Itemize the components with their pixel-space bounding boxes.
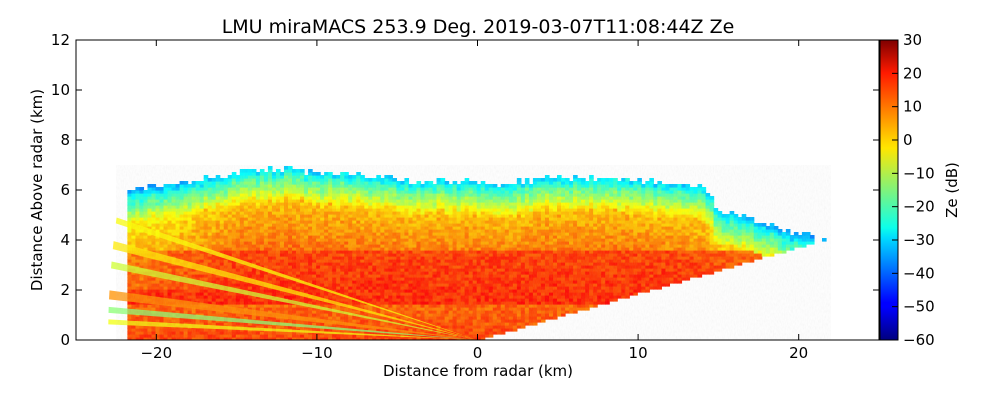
radar-echo [108, 165, 831, 340]
x-tick-label: 0 [473, 344, 483, 362]
colorbar-tick-label: −50 [903, 298, 935, 316]
colorbar-tick-label: 30 [903, 31, 922, 49]
colorbar-label: Ze (dB) [943, 162, 961, 218]
colorbar-tick-label: −30 [903, 231, 935, 249]
y-tick-label: 4 [60, 231, 70, 249]
y-tick-label: 0 [60, 331, 70, 349]
x-tick-label: −10 [301, 344, 333, 362]
x-tick-label: 20 [789, 344, 808, 362]
y-tick-label: 8 [60, 131, 70, 149]
y-tick-label: 10 [51, 81, 70, 99]
y-tick-label: 2 [60, 281, 70, 299]
chart-title: LMU miraMACS 253.9 Deg. 2019-03-07T11:08… [222, 16, 735, 38]
colorbar-tick-label: 10 [903, 98, 922, 116]
x-axis-ticks: −20 −10 0 10 20 [140, 40, 808, 362]
colorbar-tick-label: 0 [903, 131, 913, 149]
colorbar: 30 20 10 0 −10 −20 −30 −40 −50 −60 Ze (dB) [879, 31, 961, 349]
x-tick-label: 10 [629, 344, 648, 362]
x-axis-label: Distance from radar (km) [383, 362, 573, 380]
y-tick-label: 12 [51, 31, 70, 49]
colorbar-gradient [879, 39, 899, 341]
colorbar-tick-label: 20 [903, 64, 922, 82]
y-tick-label: 6 [60, 181, 70, 199]
colorbar-tick-label: −20 [903, 198, 935, 216]
colorbar-ticks: 30 20 10 0 −10 −20 −30 −40 −50 −60 [892, 31, 935, 349]
colorbar-tick-label: −60 [903, 331, 935, 349]
y-axis-ticks: 0 2 4 6 8 10 12 [51, 31, 879, 349]
x-tick-label: −20 [140, 344, 172, 362]
plot-area: −20 −10 0 10 20 0 2 4 6 8 10 12 [51, 31, 880, 362]
colorbar-tick-label: −10 [903, 164, 935, 182]
y-axis-label: Distance Above radar (km) [28, 89, 46, 291]
colorbar-tick-label: −40 [903, 264, 935, 282]
